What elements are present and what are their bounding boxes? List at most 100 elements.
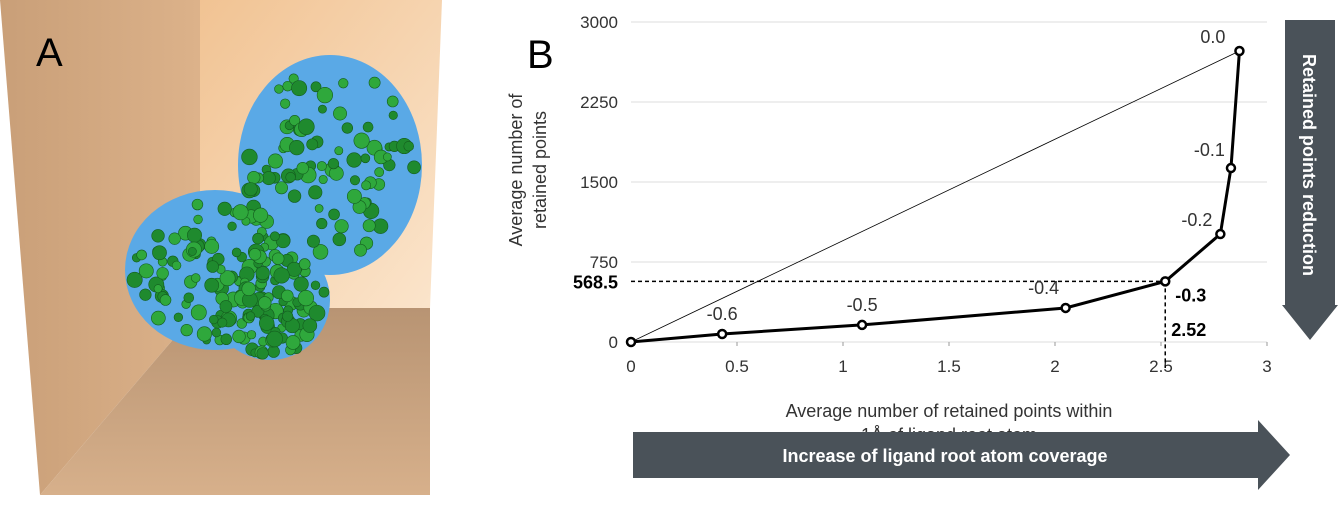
- x-tick-label: 0: [626, 357, 635, 376]
- x-tick-label: 1.5: [937, 357, 961, 376]
- atom: [173, 312, 184, 322]
- atom: [293, 276, 309, 292]
- highlight-x-label: 2.52: [1171, 320, 1206, 340]
- point-label: 0.0: [1200, 27, 1225, 47]
- atom: [217, 317, 228, 328]
- atom: [153, 284, 163, 294]
- atom: [204, 239, 220, 254]
- atom: [247, 170, 261, 185]
- atom: [310, 81, 322, 93]
- reference-line: [630, 50, 1240, 343]
- atom: [171, 260, 182, 271]
- atom: [353, 132, 370, 149]
- atom: [270, 231, 280, 242]
- atom: [334, 146, 344, 156]
- atom: [289, 139, 305, 156]
- atom: [151, 310, 166, 326]
- atom: [248, 248, 262, 261]
- atom: [139, 288, 152, 301]
- atom: [407, 160, 421, 175]
- atom: [306, 138, 319, 151]
- y-axis-label: Average number of: [506, 93, 526, 247]
- y-tick-label: 750: [590, 253, 618, 272]
- atom: [159, 294, 172, 306]
- y-tick-label: 0: [609, 333, 618, 352]
- data-point: [1215, 228, 1226, 240]
- data-point: [716, 328, 728, 340]
- data-point: [625, 336, 637, 348]
- point-label: -0.5: [847, 295, 878, 315]
- x-tick-label: 1: [838, 357, 847, 376]
- atom: [302, 318, 318, 333]
- atom: [298, 118, 315, 136]
- y-tick-label: 3000: [580, 13, 618, 32]
- atom: [386, 95, 399, 108]
- atom: [327, 158, 340, 170]
- atom: [209, 314, 219, 325]
- atom: [232, 204, 249, 221]
- atom: [316, 218, 328, 230]
- atom: [227, 221, 237, 231]
- arrow: [1282, 20, 1338, 340]
- atom: [187, 247, 197, 256]
- atom: [204, 277, 220, 293]
- atom: [275, 181, 288, 195]
- atom: [286, 261, 302, 277]
- atom: [297, 289, 315, 307]
- atom: [191, 273, 201, 283]
- atom: [312, 244, 329, 260]
- atom: [253, 207, 269, 223]
- y-tick-label: 1500: [580, 173, 618, 192]
- y-axis-label: retained points: [530, 111, 550, 229]
- atom: [136, 249, 147, 261]
- data-point: [1060, 302, 1071, 314]
- atom: [271, 252, 285, 265]
- box-side: [0, 0, 200, 495]
- atom: [152, 245, 167, 261]
- atom: [282, 310, 294, 322]
- atom: [193, 214, 203, 225]
- panel-label: B: [527, 33, 554, 77]
- point-label: -0.1: [1194, 140, 1225, 160]
- data-point: [856, 319, 868, 331]
- highlight-y-label: 568.5: [573, 272, 618, 292]
- atom: [206, 260, 219, 273]
- point-label: -0.4: [1028, 278, 1059, 298]
- atom: [338, 78, 349, 89]
- atom: [273, 267, 290, 284]
- atom: [346, 152, 362, 168]
- atom: [211, 327, 222, 338]
- atom: [362, 219, 376, 233]
- atom: [285, 335, 301, 350]
- atom: [287, 189, 302, 203]
- atom: [296, 162, 309, 175]
- panel-label: A: [36, 31, 63, 75]
- atom: [334, 219, 349, 234]
- point-label: -0.6: [707, 304, 738, 324]
- data-point: [1234, 45, 1245, 57]
- atom: [252, 232, 264, 245]
- atom: [328, 208, 340, 221]
- atom: [191, 198, 204, 211]
- atom: [281, 289, 294, 303]
- atom: [220, 333, 233, 346]
- atom: [246, 330, 257, 340]
- atom: [274, 84, 284, 94]
- atom: [258, 296, 272, 310]
- atom: [232, 329, 246, 344]
- atom: [285, 172, 296, 183]
- atom: [259, 315, 275, 331]
- atom: [267, 345, 280, 358]
- x-tick-label: 3: [1262, 357, 1271, 376]
- atom: [308, 185, 323, 200]
- atom: [318, 104, 327, 114]
- atom: [354, 243, 367, 257]
- atom: [138, 263, 154, 279]
- data-line: [630, 50, 1241, 344]
- molecule: [125, 55, 422, 360]
- atom: [333, 106, 347, 121]
- atom: [183, 292, 195, 304]
- x-tick-label: 2.5: [1149, 357, 1173, 376]
- atom: [196, 326, 212, 342]
- atom: [187, 227, 202, 243]
